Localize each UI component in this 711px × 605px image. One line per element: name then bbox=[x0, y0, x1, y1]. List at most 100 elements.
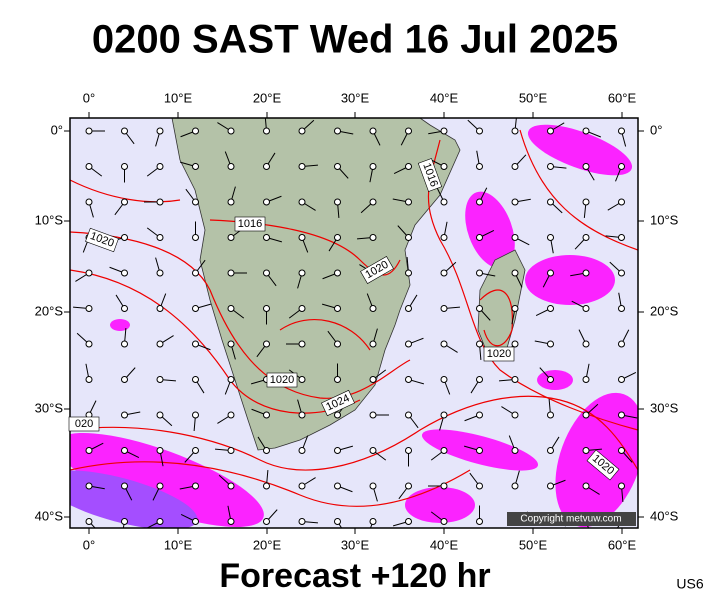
station bbox=[156, 234, 164, 241]
station bbox=[511, 482, 519, 490]
station bbox=[369, 234, 377, 241]
station bbox=[192, 234, 199, 241]
station bbox=[334, 482, 341, 490]
station bbox=[476, 518, 483, 525]
station bbox=[405, 198, 412, 206]
station bbox=[405, 234, 412, 241]
lon-label: 20°E bbox=[253, 90, 282, 105]
station bbox=[156, 340, 164, 348]
station bbox=[192, 518, 199, 525]
station bbox=[121, 234, 128, 241]
station bbox=[369, 411, 377, 419]
station bbox=[440, 340, 448, 348]
lon-label: 50°E bbox=[519, 537, 548, 552]
lat-label: 40°S bbox=[650, 508, 679, 523]
station bbox=[121, 163, 128, 170]
station bbox=[227, 198, 235, 206]
station bbox=[476, 447, 483, 454]
station bbox=[263, 269, 270, 277]
station bbox=[405, 305, 412, 312]
station bbox=[369, 127, 377, 135]
station bbox=[298, 411, 306, 419]
isobar-label: 020 bbox=[75, 418, 93, 430]
station bbox=[547, 234, 554, 241]
station bbox=[440, 411, 448, 419]
title: 0200 SAST Wed 16 Jul 2025 bbox=[92, 18, 618, 62]
station bbox=[476, 269, 483, 277]
station bbox=[227, 340, 235, 348]
station bbox=[263, 163, 270, 170]
station bbox=[547, 340, 554, 348]
isobar-label-box bbox=[586, 449, 620, 481]
isobar-label-box bbox=[234, 216, 266, 232]
station bbox=[121, 340, 128, 348]
station bbox=[192, 269, 199, 277]
station bbox=[156, 305, 164, 312]
station bbox=[227, 127, 235, 135]
station bbox=[85, 127, 93, 135]
station bbox=[440, 376, 448, 383]
station bbox=[298, 447, 306, 454]
isobar-label-box bbox=[483, 346, 515, 362]
station bbox=[369, 482, 377, 490]
station bbox=[334, 305, 341, 312]
station bbox=[263, 340, 270, 348]
station bbox=[476, 305, 483, 312]
lat-label: 20°S bbox=[650, 303, 679, 318]
station bbox=[511, 269, 519, 277]
station bbox=[85, 163, 93, 170]
station bbox=[547, 163, 554, 170]
station bbox=[192, 127, 199, 135]
station bbox=[156, 127, 164, 135]
station bbox=[405, 340, 412, 348]
station bbox=[511, 340, 519, 348]
station bbox=[156, 518, 164, 525]
station bbox=[547, 127, 554, 135]
lat-label: 0° bbox=[650, 122, 662, 137]
station bbox=[511, 376, 519, 383]
station bbox=[85, 305, 93, 312]
station bbox=[618, 234, 625, 241]
station bbox=[121, 305, 128, 312]
isobar-label-group: 1020 bbox=[85, 227, 119, 253]
map-area bbox=[70, 118, 638, 528]
station bbox=[582, 198, 590, 206]
station bbox=[192, 376, 199, 383]
lon-label: 30°E bbox=[341, 537, 370, 552]
station bbox=[298, 234, 306, 241]
station bbox=[334, 269, 341, 277]
station bbox=[227, 163, 235, 170]
station bbox=[476, 198, 483, 206]
station bbox=[156, 447, 164, 454]
station bbox=[618, 269, 625, 277]
station bbox=[405, 482, 412, 490]
station bbox=[440, 305, 448, 312]
station bbox=[227, 518, 235, 525]
station bbox=[405, 127, 412, 135]
lon-label: 60°E bbox=[608, 537, 637, 552]
isobar-label-box bbox=[68, 416, 100, 432]
station bbox=[85, 269, 93, 277]
station bbox=[511, 127, 519, 135]
station bbox=[440, 447, 448, 454]
station bbox=[476, 376, 483, 383]
station bbox=[85, 198, 93, 206]
station bbox=[334, 340, 341, 348]
station bbox=[85, 340, 93, 348]
station bbox=[476, 127, 483, 135]
station bbox=[334, 127, 341, 135]
isobar-label-box bbox=[85, 227, 119, 253]
station bbox=[263, 411, 270, 419]
wind-stations bbox=[73, 118, 638, 528]
station bbox=[298, 269, 306, 277]
isobar-label-group: 1016 bbox=[234, 216, 266, 232]
station bbox=[547, 376, 554, 383]
lon-label: 60°E bbox=[608, 90, 637, 105]
station bbox=[298, 163, 306, 170]
station bbox=[369, 518, 377, 525]
station bbox=[121, 518, 128, 525]
station bbox=[582, 305, 590, 312]
station bbox=[618, 411, 625, 419]
station bbox=[405, 447, 412, 454]
